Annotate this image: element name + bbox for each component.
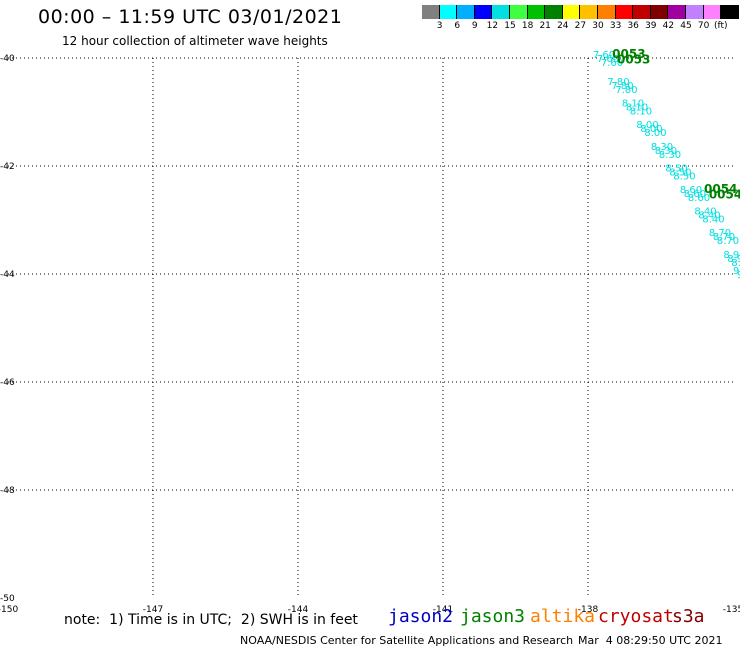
color-swatch [633, 5, 651, 19]
color-swatch [562, 5, 581, 19]
color-swatch [527, 5, 546, 19]
color-swatch [580, 5, 598, 19]
color-bar [422, 5, 739, 19]
y-tick-label: -48 [0, 486, 15, 496]
color-bar-label: 70 [697, 21, 710, 31]
color-bar-label: 12 [486, 21, 499, 31]
track-point-label: 8.10 [626, 103, 648, 114]
pass-time-label: 0053 [612, 47, 645, 61]
track-point-label: 8.90 [727, 254, 740, 265]
color-swatch [703, 5, 722, 19]
track-point-label: 8.30 [659, 150, 681, 161]
track-point-label: 8.10 [622, 99, 644, 110]
chart-subtitle: 12 hour collection of altimeter wave hei… [62, 34, 328, 48]
track-point-label: 8.30 [651, 142, 673, 153]
credit-text: NOAA/NESDIS Center for Satellite Applica… [240, 634, 574, 647]
track-point-label: 8.90 [723, 250, 740, 261]
track-point-label: 8.30 [655, 146, 677, 157]
color-bar-label: 3 [436, 21, 443, 31]
track-point-label: 8.70 [717, 236, 739, 247]
track-point-label: 7.80 [607, 77, 629, 88]
satellite-legend-altika: altika [530, 606, 596, 627]
satellite-legend-jason2: jason2 [388, 606, 454, 627]
color-swatch [668, 5, 686, 19]
footer-note: note: 1) Time is in UTC; 2) SWH is in fe… [64, 612, 358, 628]
color-bar-label: 30 [592, 21, 604, 31]
x-tick-label: -135 [723, 605, 740, 615]
color-bar-label: 45 [680, 21, 692, 31]
track-point-label: 9.00 [737, 270, 740, 281]
color-bar-label: 21 [539, 21, 551, 31]
color-swatch [492, 5, 510, 19]
color-swatch [685, 5, 704, 19]
track-point-label: 8.60 [688, 193, 710, 204]
y-tick-label: -50 [0, 594, 15, 604]
y-tick-label: -44 [0, 270, 15, 280]
y-tick-label: -42 [0, 162, 15, 172]
track-point-label: 8.00 [640, 124, 662, 135]
color-bar-label: 15 [504, 21, 516, 31]
color-swatch [474, 5, 493, 19]
color-bar-label: 6 [454, 21, 461, 31]
track-point-label: 7.60 [597, 54, 619, 65]
x-tick-label: -144 [288, 605, 309, 615]
track-point-label: 7.60 [601, 58, 623, 69]
track-point-label: 8.60 [680, 185, 702, 196]
color-swatch [650, 5, 669, 19]
pass-time-label: 0054 [704, 182, 737, 196]
color-bar-label: 24 [557, 21, 569, 31]
pass-time-label: 0053 [617, 52, 650, 66]
track-point-label: 8.40 [702, 215, 724, 226]
color-bar-label: 9 [471, 21, 478, 31]
track-point-label: 7.80 [615, 85, 637, 96]
pass-time-label: 0054 [709, 187, 740, 201]
track-point-label: 8.00 [636, 120, 658, 131]
satellite-legend-jason3: jason3 [460, 606, 526, 627]
track-point-label: 7.60 [593, 50, 615, 61]
track-point-label: 8.00 [644, 128, 666, 139]
x-tick-label: -150 [0, 605, 18, 615]
track-point-label: 8.90 [731, 258, 740, 269]
color-bar-labels: 3 6 9 12 15 18 21 24 27 30 33 36 39 42 45 70 [422, 21, 732, 33]
x-tick-label: -147 [143, 605, 163, 615]
satellite-legend-cryosat: cryosat [598, 606, 674, 627]
color-swatch [439, 5, 458, 19]
satellite-legend-s3a: s3a [672, 606, 705, 627]
track-point-label: 8.40 [694, 207, 716, 218]
color-bar-label: 18 [521, 21, 534, 31]
track-point-label: 8.10 [630, 107, 652, 118]
color-bar-label: 33 [609, 21, 622, 31]
color-bar-unit: (ft) [714, 21, 728, 31]
x-tick-label: -141 [433, 605, 453, 615]
x-tick-label: -138 [578, 605, 599, 615]
chart-title: 00:00 – 11:59 UTC 03/01/2021 [38, 6, 343, 28]
generated-timestamp: Mar 4 08:29:50 UTC 2021 [578, 634, 723, 647]
track-point-label: 8.70 [713, 232, 735, 243]
color-swatch [509, 5, 528, 19]
color-swatch [597, 5, 616, 19]
color-bar-label: 27 [574, 21, 587, 31]
track-point-label: 8.60 [684, 189, 706, 200]
color-swatch [422, 5, 440, 19]
color-swatch [457, 5, 475, 19]
track-point-label: 8.50 [665, 163, 687, 174]
track-point-label: 8.40 [698, 211, 720, 222]
track-point-label: 9.00 [733, 266, 740, 277]
color-bar-label: 36 [627, 21, 639, 31]
track-point-label: 8.50 [669, 167, 691, 178]
track-point-label: 8.70 [709, 228, 731, 239]
track-point-label: 7.80 [611, 81, 633, 92]
color-bar-label: 39 [645, 21, 657, 31]
color-swatch [721, 5, 739, 19]
color-bar-label: 42 [662, 21, 675, 31]
track-point-label: 8.50 [673, 171, 695, 182]
y-tick-label: -40 [0, 54, 15, 64]
color-swatch [615, 5, 634, 19]
color-swatch [545, 5, 563, 19]
y-tick-label: -46 [0, 378, 15, 388]
